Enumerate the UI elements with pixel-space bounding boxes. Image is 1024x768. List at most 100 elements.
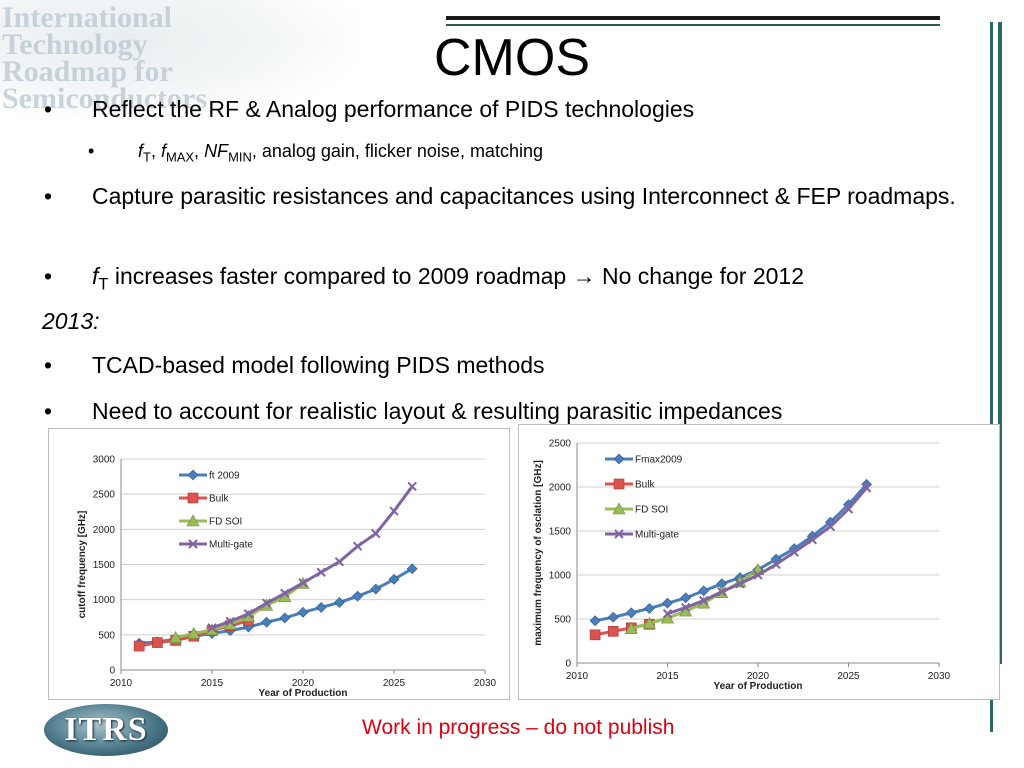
data-point xyxy=(613,453,625,465)
series-multi-gate xyxy=(662,483,872,619)
bullet-dot: • xyxy=(44,96,53,122)
data-point xyxy=(625,607,637,619)
x-tick-label: 2020 xyxy=(747,671,770,682)
legend-label: Multi-gate xyxy=(635,530,679,541)
data-point xyxy=(717,587,727,597)
y-tick-label: 1000 xyxy=(549,571,572,582)
y-tick-label: 0 xyxy=(109,666,115,677)
x-tick-label: 2025 xyxy=(383,678,406,689)
data-point xyxy=(589,629,601,641)
data-point xyxy=(662,609,673,619)
data-point xyxy=(152,637,163,648)
separator: , xyxy=(150,141,161,161)
bullet-dot: • xyxy=(88,141,95,161)
legend-label: FD SOI xyxy=(209,517,242,528)
bullet-dot: • xyxy=(44,352,53,378)
globe-watermark xyxy=(0,0,360,120)
bullet-parasitics: • Capture parasitic resistances and capa… xyxy=(44,182,972,211)
y-tick-label: 2500 xyxy=(93,490,116,501)
ft-subscript: T xyxy=(98,274,109,294)
logo-line: International xyxy=(2,1,173,34)
data-point xyxy=(333,597,345,608)
data-point xyxy=(334,556,345,567)
y-tick-label: 1500 xyxy=(93,560,116,571)
series-fd-soi xyxy=(624,563,765,634)
data-point xyxy=(207,623,217,633)
data-point xyxy=(187,626,201,639)
y-tick-label: 1500 xyxy=(549,527,572,538)
data-point xyxy=(771,559,781,570)
bullet-text: TCAD-based model following PIDS methods xyxy=(92,352,545,378)
data-point xyxy=(315,601,327,613)
data-point xyxy=(612,502,626,515)
title-rule-dark xyxy=(446,16,940,20)
y-tick-label: 2500 xyxy=(549,439,572,450)
legend-label: FD SOI xyxy=(635,505,668,516)
logo-line: Roadmap for xyxy=(2,55,173,88)
y-axis-label: cutoff frequency [GHz] xyxy=(77,511,88,619)
logo-line: Semiconductors xyxy=(2,82,207,115)
x-tick-label: 2025 xyxy=(837,671,860,682)
x-axis-label: Year of Production xyxy=(714,681,803,692)
x-tick-label: 2015 xyxy=(201,678,224,689)
data-point xyxy=(388,573,400,585)
data-point xyxy=(261,616,273,628)
data-point xyxy=(789,547,799,557)
data-point xyxy=(607,626,619,637)
data-point xyxy=(624,622,638,634)
data-point xyxy=(352,541,363,551)
itrs-logo-text: ITRS xyxy=(64,711,148,748)
data-point xyxy=(807,535,818,545)
bullet-tcad: • TCAD-based model following PIDS method… xyxy=(44,351,545,380)
y-tick-label: 0 xyxy=(565,659,571,670)
data-point xyxy=(389,506,399,516)
data-point xyxy=(352,590,364,602)
itrs-logo: ITRS xyxy=(44,704,168,756)
right-accent-bar-2 xyxy=(998,22,1002,664)
data-point xyxy=(589,615,601,627)
y-tick-label: 2000 xyxy=(549,483,572,494)
x-tick-label: 2010 xyxy=(566,671,589,682)
logo-line: Technology xyxy=(2,28,148,61)
metrics-rest: , analog gain, flicker noise, matching xyxy=(251,141,543,161)
ft-symbol: f xyxy=(92,263,99,289)
title-rule-teal xyxy=(446,24,940,26)
data-point xyxy=(680,592,692,604)
data-point xyxy=(613,478,625,490)
data-point xyxy=(698,595,709,606)
data-point xyxy=(187,469,199,481)
data-point xyxy=(261,598,272,608)
legend-label: Bulk xyxy=(209,494,229,505)
data-point xyxy=(843,504,854,514)
x-axis-label: Year of Production xyxy=(259,688,348,699)
ft-symbol: f xyxy=(138,141,144,161)
data-point xyxy=(297,606,309,618)
bullet-text: increases faster compared to 2009 roadma… xyxy=(108,263,805,289)
data-point xyxy=(753,570,763,580)
data-point xyxy=(280,588,290,599)
bullet-dot: • xyxy=(44,398,53,424)
bullet-layout: • Need to account for realistic layout &… xyxy=(44,397,782,426)
data-point xyxy=(407,481,417,492)
nfmin-subscript: MIN xyxy=(228,149,252,165)
y-axis-label: maximum frequency of osclation [GHz] xyxy=(533,460,544,646)
sub-bullet-metrics: • fT, fMAX, NFMIN, analog gain, flicker … xyxy=(88,141,543,165)
data-point xyxy=(643,603,655,614)
data-point xyxy=(607,611,619,623)
bullet-dot: • xyxy=(44,183,53,209)
data-point xyxy=(187,492,199,504)
chart-max-oscillation-frequency: 0 500 1000 1500 2000 2500 2010 2015 2020 2025 2030… xyxy=(518,424,1000,700)
bullet-ft-increase: • fT increases faster compared to 2009 r… xyxy=(44,262,805,299)
data-point xyxy=(680,602,691,613)
y-tick-label: 500 xyxy=(98,630,115,641)
x-tick-label: 2020 xyxy=(292,678,315,689)
fmax-subscript: MAX xyxy=(165,149,195,165)
y-tick-label: 2000 xyxy=(93,525,116,536)
slide-title: CMOS xyxy=(434,29,590,87)
chart-cutoff-frequency: 0 500 1000 1500 2000 2500 3000 2010 2015 2020 2025… xyxy=(48,428,510,700)
chart-svg: 0 500 1000 1500 2000 2500 3000 2010 2015 2020 2025… xyxy=(77,455,497,700)
right-accent-bar xyxy=(990,22,993,732)
data-point xyxy=(662,597,673,609)
series-fmax2009 xyxy=(589,478,873,627)
data-point xyxy=(316,567,326,577)
